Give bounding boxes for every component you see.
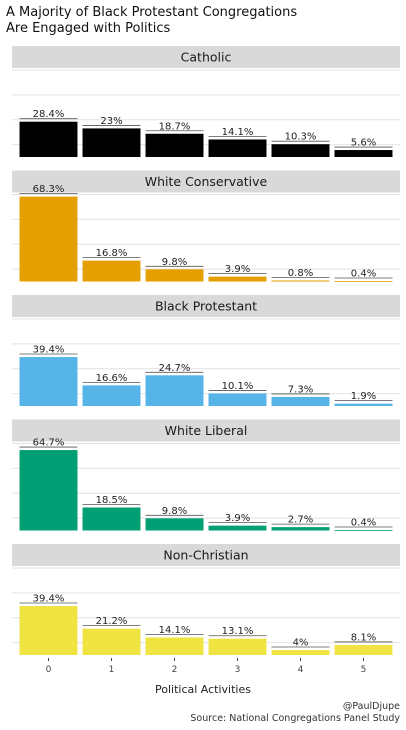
data-label: 8.1% bbox=[351, 632, 376, 643]
x-tick-label: 3 bbox=[235, 665, 241, 675]
bar bbox=[271, 280, 330, 282]
panel-strip bbox=[12, 419, 400, 442]
bar bbox=[19, 196, 78, 282]
bar bbox=[145, 375, 204, 406]
panel-title: White Liberal bbox=[165, 423, 248, 438]
data-label: 14.1% bbox=[222, 127, 254, 138]
data-label: 0.8% bbox=[288, 268, 313, 279]
bar bbox=[334, 281, 393, 282]
panel-title: Black Protestant bbox=[155, 299, 257, 314]
x-tick-label: 2 bbox=[172, 665, 178, 675]
data-label: 3.9% bbox=[225, 264, 250, 275]
data-label: 23% bbox=[100, 116, 122, 127]
bar bbox=[82, 260, 141, 282]
data-label: 39.4% bbox=[33, 594, 65, 605]
bar bbox=[19, 121, 78, 157]
data-label: 1.9% bbox=[351, 391, 376, 402]
bar bbox=[208, 638, 267, 655]
panel-strip bbox=[12, 170, 400, 193]
data-label: 64.7% bbox=[33, 438, 65, 449]
bar bbox=[145, 637, 204, 655]
data-label: 9.8% bbox=[162, 506, 187, 517]
source-text: Source: National Congregations Panel Stu… bbox=[190, 713, 400, 724]
x-axis-label: Political Activities bbox=[155, 683, 251, 696]
bar bbox=[145, 133, 204, 157]
data-label: 16.8% bbox=[96, 248, 128, 259]
data-label: 68.3% bbox=[33, 184, 65, 195]
x-tick-label: 1 bbox=[109, 665, 115, 675]
data-label: 9.8% bbox=[162, 257, 187, 268]
bar bbox=[271, 650, 330, 655]
bar bbox=[271, 396, 330, 406]
data-label: 39.4% bbox=[33, 345, 65, 356]
panel-strip bbox=[12, 544, 400, 566]
bar bbox=[19, 357, 78, 406]
chart-title-line-2: Are Engaged with Politics bbox=[6, 21, 171, 36]
data-label: 10.1% bbox=[222, 381, 254, 392]
bar bbox=[334, 530, 393, 531]
data-label: 3.9% bbox=[225, 513, 250, 524]
panel-title: Catholic bbox=[181, 50, 232, 65]
bar bbox=[82, 628, 141, 655]
credit-text: @PaulDjupe bbox=[342, 701, 400, 712]
bar bbox=[19, 606, 78, 655]
faceted-bar-chart: Catholic 28.4% 23% 18.7% 14.1% 10.3% 5.6% White… bbox=[12, 46, 400, 675]
x-tick-label: 4 bbox=[298, 665, 304, 675]
data-label: 0.4% bbox=[351, 518, 376, 529]
data-label: 28.4% bbox=[33, 109, 65, 120]
bar bbox=[208, 276, 267, 282]
bar bbox=[145, 518, 204, 531]
data-label: 13.1% bbox=[222, 626, 254, 637]
data-label: 2.7% bbox=[288, 515, 313, 526]
data-label: 21.2% bbox=[96, 616, 128, 627]
bar bbox=[82, 385, 141, 406]
bar bbox=[334, 150, 393, 157]
data-label: 14.1% bbox=[159, 625, 191, 636]
bar bbox=[208, 393, 267, 406]
panel-strip bbox=[12, 46, 400, 68]
data-label: 4% bbox=[293, 638, 309, 649]
data-label: 10.3% bbox=[285, 132, 317, 143]
x-tick-label: 0 bbox=[46, 665, 52, 675]
bar bbox=[271, 144, 330, 157]
x-tick-label: 5 bbox=[361, 665, 367, 675]
bar bbox=[82, 128, 141, 157]
panel-title: Non-Christian bbox=[163, 548, 248, 563]
panel-title: White Conservative bbox=[145, 174, 268, 189]
data-label: 7.3% bbox=[288, 384, 313, 395]
bar bbox=[334, 403, 393, 406]
bar bbox=[208, 525, 267, 531]
bar bbox=[208, 139, 267, 157]
panel-strip bbox=[12, 295, 400, 317]
chart-title: A Majority of Black Protestant Congregat… bbox=[6, 5, 297, 37]
bar bbox=[334, 644, 393, 655]
chart-title-line-1: A Majority of Black Protestant Congregat… bbox=[6, 5, 298, 20]
bar bbox=[271, 527, 330, 531]
data-label: 0.4% bbox=[351, 269, 376, 280]
data-label: 18.5% bbox=[96, 495, 128, 506]
bar bbox=[145, 269, 204, 282]
data-label: 24.7% bbox=[159, 363, 191, 374]
data-label: 16.6% bbox=[96, 373, 128, 384]
bar bbox=[19, 450, 78, 531]
bar bbox=[82, 507, 141, 531]
data-label: 18.7% bbox=[159, 121, 191, 132]
data-label: 5.6% bbox=[351, 138, 376, 149]
